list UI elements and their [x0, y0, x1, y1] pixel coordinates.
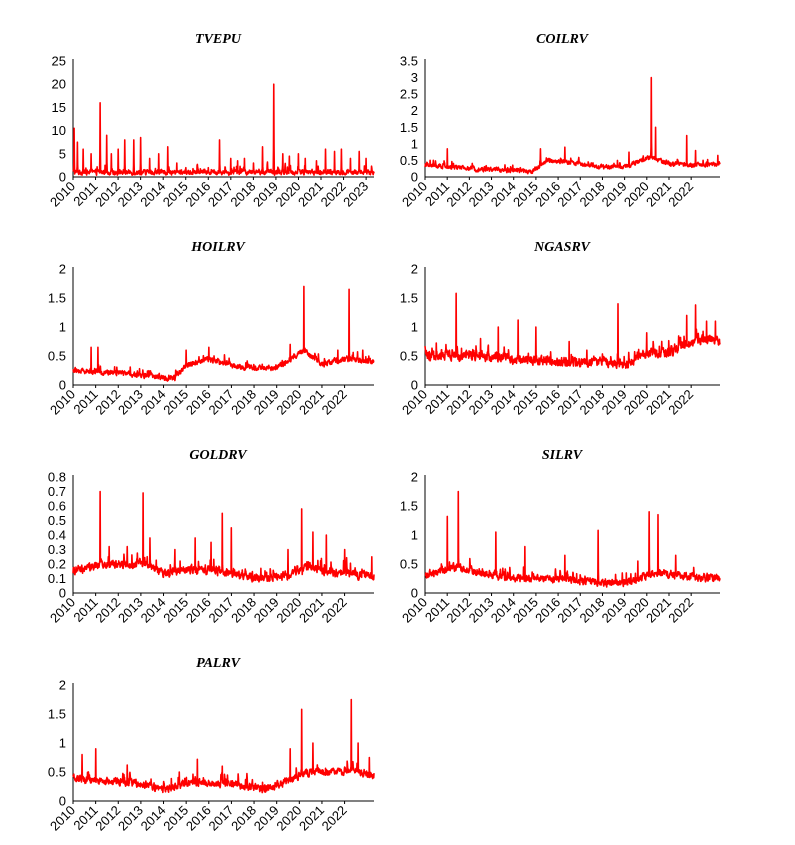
y-tick-label: 1.5: [400, 120, 418, 135]
y-tick-label: 2: [59, 262, 66, 277]
y-tick-label: 0: [411, 586, 418, 601]
y-tick-label: 0.5: [48, 349, 66, 364]
y-tick-label: 0.5: [48, 765, 66, 780]
chart-panel-ngasrv: NGASRV00.511.522010201120122013201420152…: [399, 240, 721, 418]
y-tick-label: 10: [52, 123, 66, 138]
x-tick-label: 2023: [340, 179, 371, 210]
series-line: [424, 292, 721, 370]
y-tick-label: 0.4: [48, 528, 66, 543]
y-tick-label: 0.6: [48, 499, 66, 514]
x-tick-label: 2022: [665, 595, 696, 626]
y-tick-label: 1: [411, 528, 418, 543]
y-tick-label: 0.5: [400, 153, 418, 168]
series-line: [72, 285, 375, 382]
y-tick-label: 2: [411, 470, 418, 485]
y-tick-label: 2.5: [400, 87, 418, 102]
series-line: [424, 76, 721, 175]
x-tick-label: 2022: [319, 595, 350, 626]
y-tick-label: 0.7: [48, 484, 66, 499]
y-tick-label: 20: [52, 77, 66, 92]
chart-panel-goldrv: GOLDRV00.10.20.30.40.50.60.70.8201020112…: [47, 448, 375, 626]
y-tick-label: 2: [59, 678, 66, 693]
chart-panel-silrv: SILRV00.511.5220102011201220132014201520…: [399, 448, 721, 626]
chart-title: SILRV: [542, 448, 584, 463]
y-tick-label: 1: [411, 320, 418, 335]
y-tick-label: 1.5: [48, 707, 66, 722]
x-tick-label: 2022: [665, 179, 696, 210]
y-tick-label: 0: [411, 170, 418, 185]
y-tick-label: 0.3: [48, 542, 66, 557]
chart-panel-tvepu: TVEPU05101520252010201120122013201420152…: [47, 32, 375, 210]
y-tick-label: 1.5: [400, 291, 418, 306]
y-tick-label: 0.5: [400, 557, 418, 572]
y-tick-label: 0: [59, 586, 66, 601]
y-tick-label: 25: [52, 54, 66, 69]
x-tick-label: 2022: [665, 387, 696, 418]
chart-title: PALRV: [196, 656, 241, 671]
x-tick-label: 2022: [319, 803, 350, 834]
chart-title: COILRV: [536, 32, 590, 47]
series-line: [72, 490, 375, 583]
y-tick-label: 3.5: [400, 54, 418, 69]
series-line: [72, 698, 375, 794]
y-tick-label: 0.1: [48, 571, 66, 586]
chart-title: NGASRV: [533, 240, 591, 255]
chart-title: GOLDRV: [189, 448, 248, 463]
y-tick-label: 0: [411, 378, 418, 393]
y-tick-label: 3: [411, 70, 418, 85]
x-tick-label: 2022: [319, 387, 350, 418]
series-line: [72, 83, 375, 176]
chart-title: TVEPU: [195, 32, 242, 47]
y-tick-label: 0.5: [400, 349, 418, 364]
y-tick-label: 0: [59, 794, 66, 809]
y-tick-label: 0.8: [48, 470, 66, 485]
series-line: [424, 490, 721, 588]
chart-panel-palrv: PALRV00.511.5220102011201220132014201520…: [47, 656, 375, 834]
y-tick-label: 0.2: [48, 557, 66, 572]
y-tick-label: 15: [52, 100, 66, 115]
y-tick-label: 1.5: [48, 291, 66, 306]
y-tick-label: 1: [59, 320, 66, 335]
chart-panel-hoilrv: HOILRV00.511.522010201120122013201420152…: [47, 240, 375, 418]
y-tick-label: 0: [59, 378, 66, 393]
y-tick-label: 5: [59, 146, 66, 161]
y-tick-label: 2: [411, 103, 418, 118]
chart-panel-coilrv: COILRV00.511.522.533.5201020112012201320…: [399, 32, 721, 210]
chart-title: HOILRV: [190, 240, 246, 255]
y-tick-label: 1: [59, 736, 66, 751]
y-tick-label: 2: [411, 262, 418, 277]
y-tick-label: 1: [411, 136, 418, 151]
y-tick-label: 0: [59, 170, 66, 185]
y-tick-label: 0.5: [48, 513, 66, 528]
y-tick-label: 1.5: [400, 499, 418, 514]
